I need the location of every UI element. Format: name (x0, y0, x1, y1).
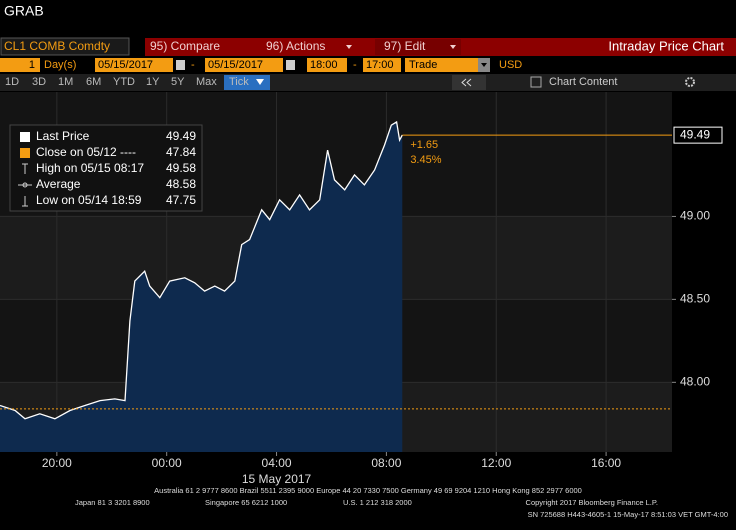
input-box[interactable] (363, 58, 401, 72)
end-date[interactable]: 05/15/2017 (208, 59, 263, 71)
input-box[interactable] (307, 58, 347, 72)
range-button[interactable]: YTD (113, 76, 135, 88)
back-button[interactable] (452, 75, 486, 90)
security-box (0, 37, 130, 56)
x-tick-label: 20:00 (42, 456, 72, 470)
legend-value: 49.49 (166, 129, 196, 143)
price-line (0, 120, 403, 420)
legend-box (9, 124, 203, 212)
dropdown-arrow (256, 79, 264, 85)
range-button[interactable]: 5Y (171, 76, 185, 88)
price-area (0, 121, 403, 453)
legend-label: Close on 05/12 ---- (36, 145, 136, 159)
edit-bg (375, 39, 461, 55)
x-tick-label: 12:00 (481, 456, 511, 470)
tick-button-bg[interactable] (224, 75, 270, 90)
x-tick-label: 04:00 (262, 456, 292, 470)
footer-text: Australia 61 2 9777 8600 Brazil 5511 239… (154, 486, 582, 495)
footer-text: Singapore 65 6212 1000 (205, 498, 287, 507)
legend-label: Last Price (36, 129, 90, 143)
edit-button[interactable]: 97) Edit (384, 39, 426, 53)
calendar-icon[interactable] (286, 60, 295, 70)
range-button[interactable]: 1Y (146, 76, 160, 88)
change-pct-annotation: 3.45% (410, 154, 441, 166)
last-price-box (673, 126, 723, 144)
y-tick-label: 48.00 (680, 374, 710, 388)
chart-content-icon (530, 76, 542, 88)
field[interactable]: Trade (409, 59, 437, 71)
dropdown-arrow (346, 45, 352, 49)
back-icon (461, 78, 472, 87)
period-unit: Day(s) (44, 59, 76, 71)
actions-button[interactable]: 96) Actions (266, 39, 325, 53)
legend-icon (20, 148, 30, 158)
window-title: GRAB (4, 3, 44, 19)
footer-text: U.S. 1 212 318 2000 (343, 498, 412, 507)
legend-icon (20, 132, 30, 142)
footer-text: Copyright 2017 Bloomberg Finance L.P. (526, 498, 658, 507)
legend-value: 47.84 (166, 145, 196, 159)
legend-icon (22, 163, 28, 174)
separator: - (353, 59, 357, 71)
legend-label: High on 05/15 08:17 (36, 161, 144, 175)
legend-label: Low on 05/14 18:59 (36, 193, 142, 207)
separator: - (191, 59, 195, 71)
y-tick-label: 48.50 (680, 292, 710, 306)
dropdown-arrow (450, 45, 456, 49)
input-box[interactable] (0, 58, 40, 72)
range-button[interactable]: 1M (58, 76, 73, 88)
calendar-icon[interactable] (176, 60, 185, 70)
y-tick-label: 49.00 (680, 209, 710, 223)
start-date[interactable]: 05/15/2017 (98, 59, 153, 71)
input-box[interactable] (205, 58, 283, 72)
range-button[interactable]: Tick (229, 76, 249, 88)
currency: USD (499, 59, 522, 71)
x-tick-label: 16:00 (591, 456, 621, 470)
range-bar (0, 74, 736, 91)
change-annotation: +1.65 (410, 139, 438, 151)
legend-label: Average (36, 177, 81, 191)
input-box[interactable] (95, 58, 173, 72)
period-count[interactable]: 1 (29, 59, 35, 71)
security[interactable]: CL1 COMB Comdty (4, 39, 110, 53)
footer-text: Japan 81 3 3201 8900 (75, 498, 150, 507)
x-tick-label: 08:00 (371, 456, 401, 470)
x-tick-label: 00:00 (152, 456, 182, 470)
range-button[interactable]: 3D (32, 76, 46, 88)
legend-icon (22, 196, 28, 207)
range-button[interactable]: 6M (86, 76, 101, 88)
settings-icon[interactable] (685, 77, 695, 87)
legend-value: 48.58 (166, 177, 196, 191)
start-time[interactable]: 18:00 (310, 59, 338, 71)
range-button[interactable]: 1D (5, 76, 19, 88)
compare-button[interactable]: 95) Compare (150, 39, 220, 53)
input-box[interactable] (405, 58, 478, 72)
last-price-label: 49.49 (680, 127, 710, 141)
dropdown-arrow (481, 63, 487, 67)
chart-content-button[interactable]: Chart Content (549, 76, 617, 88)
legend-value: 49.58 (166, 161, 196, 175)
range-button[interactable]: Max (196, 76, 217, 88)
x-date-label: 15 May 2017 (242, 472, 312, 486)
end-time[interactable]: 17:00 (366, 59, 394, 71)
footer-text: SN 725688 H443-4605-1 15-May-17 8:51:03 … (528, 510, 728, 519)
chart-name: Intraday Price Chart (608, 38, 724, 53)
legend-value: 47.75 (166, 193, 196, 207)
legend-icon (18, 182, 32, 188)
